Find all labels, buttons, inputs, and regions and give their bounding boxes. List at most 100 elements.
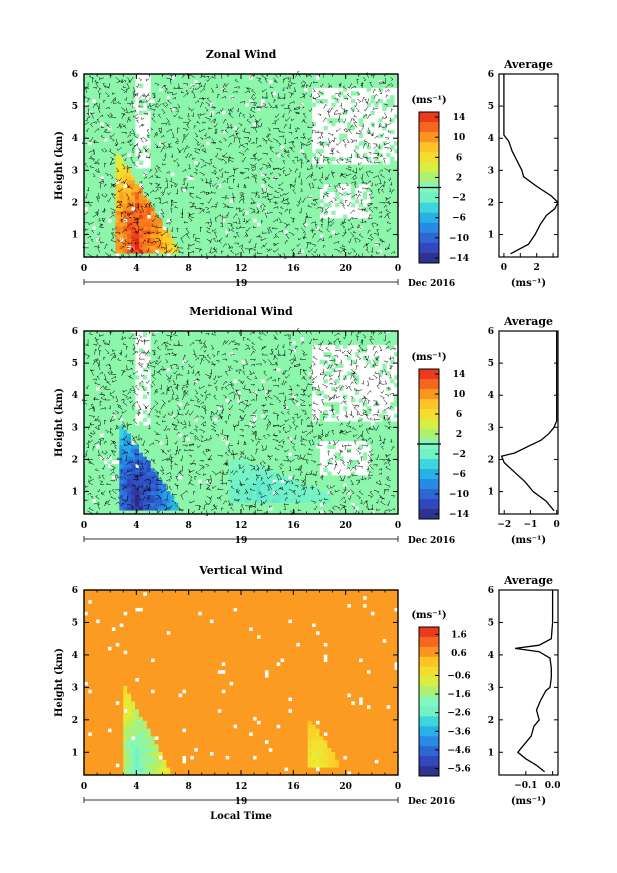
heatmap-cell (241, 102, 246, 108)
heatmap-cell (319, 253, 324, 258)
heatmap-cell (91, 336, 97, 342)
heatmap-cell (303, 118, 309, 123)
heatmap-cell (107, 145, 112, 150)
heatmap-cell (213, 106, 218, 111)
heatmap-cell (166, 183, 171, 189)
heatmap-cell (95, 83, 101, 88)
wind-vector (273, 195, 280, 199)
heatmap-cell (256, 168, 262, 173)
heatmap-cell (390, 210, 395, 216)
heatmap-cell (135, 237, 140, 242)
heatmap-cell (205, 191, 210, 196)
heatmap-cell (346, 74, 352, 77)
heatmap-cell (193, 91, 199, 96)
wind-vector (240, 247, 245, 254)
heatmap-cell (268, 118, 273, 123)
heatmap-cell (99, 483, 105, 488)
heatmap-cell (174, 164, 179, 169)
wind-vector (175, 188, 178, 195)
wind-vector (194, 150, 200, 154)
colorbar-segment (419, 222, 439, 234)
heatmap-cell (193, 168, 199, 173)
heatmap-cell (182, 126, 187, 131)
heatmap-cell (244, 110, 250, 115)
heatmap-cell (378, 199, 383, 204)
wind-vector (154, 197, 161, 200)
heatmap-cell (213, 118, 218, 123)
heatmap-cell (327, 233, 332, 239)
heatmap-cell (288, 145, 293, 150)
heatmap-cell (186, 245, 191, 250)
heatmap-cell (292, 129, 297, 135)
heatmap-cell (378, 214, 383, 219)
wind-vector (309, 93, 312, 98)
heatmap-cell (256, 218, 262, 223)
wind-vector (228, 134, 235, 138)
heatmap-cell (162, 75, 167, 81)
wind-vector (313, 157, 319, 163)
wind-vector (98, 217, 101, 222)
heatmap-cell (107, 452, 112, 457)
heatmap-cell (374, 237, 379, 242)
colorbar-segment (419, 142, 439, 153)
heatmap-cell (205, 129, 210, 135)
heatmap-cell (276, 179, 281, 185)
heatmap-cell (84, 379, 89, 384)
heatmap-cell (217, 199, 222, 204)
heatmap-cell (366, 83, 371, 88)
heatmap-cell (276, 226, 281, 231)
wind-vector (280, 154, 285, 158)
heatmap-cell (107, 222, 112, 227)
wind-vector (250, 107, 256, 110)
heatmap-cell (221, 241, 226, 246)
wind-vector (256, 192, 261, 198)
heatmap-cell (131, 74, 136, 77)
heatmap-cell (272, 145, 277, 150)
heatmap-cell (189, 106, 195, 111)
heatmap-cell (237, 160, 242, 165)
wind-vector (362, 142, 367, 149)
wind-vector (350, 85, 356, 89)
heatmap-cell (131, 141, 136, 146)
wind-vector (132, 113, 139, 118)
heatmap-cell (295, 226, 301, 231)
heatmap-cell (268, 160, 273, 165)
heatmap-cell (99, 152, 105, 158)
heatmap-cell (95, 436, 101, 442)
heatmap-cell (339, 245, 344, 250)
heatmap-cell (111, 106, 116, 111)
wind-vector (107, 83, 111, 89)
heatmap-cell (256, 191, 262, 196)
heatmap-cell (84, 183, 89, 189)
heatmap-cell (272, 129, 277, 135)
heatmap-cell (213, 145, 218, 150)
heatmap-cell (284, 99, 289, 104)
heatmap-cell (241, 191, 246, 196)
heatmap-cell (303, 195, 309, 200)
heatmap-cell (205, 156, 210, 162)
heatmap-cell (154, 126, 159, 131)
heatmap-cell (174, 152, 179, 158)
heatmap-cell (84, 452, 89, 457)
wind-vector (206, 227, 211, 231)
heatmap-cell (394, 172, 399, 177)
heatmap-cell (213, 149, 218, 154)
heatmap-cell (119, 102, 124, 108)
wind-vector (294, 128, 298, 132)
heatmap-cell (256, 179, 262, 185)
heatmap-cell (115, 126, 120, 131)
heatmap-cell (162, 237, 167, 242)
heatmap-cell (150, 214, 156, 219)
heatmap-cell (241, 199, 246, 204)
heatmap-cell (366, 230, 371, 235)
wind-vector (138, 94, 144, 99)
heatmap-cell (84, 409, 89, 415)
heatmap-cell (87, 340, 93, 345)
heatmap-cell (170, 245, 175, 250)
heatmap-cell (386, 102, 391, 108)
wind-vector (380, 189, 385, 193)
heatmap-cell (174, 218, 179, 223)
heatmap-cell (84, 118, 89, 123)
heatmap-cell (95, 471, 101, 476)
heatmap-cell (319, 218, 324, 223)
